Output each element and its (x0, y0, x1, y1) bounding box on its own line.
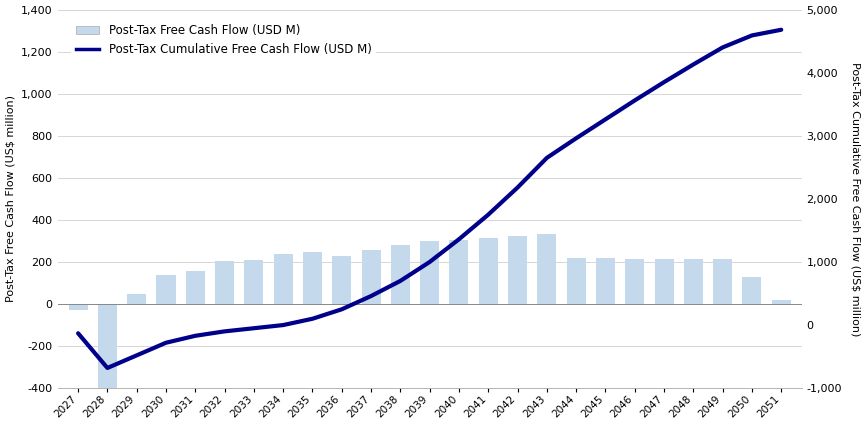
Bar (479, 238, 498, 304)
Bar (742, 277, 761, 304)
Bar (68, 304, 87, 310)
Bar (566, 258, 585, 304)
Bar (537, 234, 556, 304)
Legend: Post-Tax Free Cash Flow (USD M), Post-Tax Cumulative Free Cash Flow (USD M): Post-Tax Free Cash Flow (USD M), Post-Ta… (71, 19, 377, 61)
Bar (684, 259, 703, 304)
Bar (420, 241, 439, 304)
Bar (449, 240, 469, 304)
Bar (333, 256, 352, 304)
Bar (508, 236, 527, 304)
Y-axis label: Post-Tax Cumulative Free Cash Flow (US$ million): Post-Tax Cumulative Free Cash Flow (US$ … (850, 62, 861, 336)
Bar (215, 261, 234, 304)
Bar (655, 259, 674, 304)
Bar (274, 254, 293, 304)
Bar (362, 250, 380, 304)
Bar (772, 300, 791, 304)
Bar (625, 259, 644, 304)
Bar (713, 259, 732, 304)
Bar (186, 272, 205, 304)
Bar (127, 294, 146, 304)
Y-axis label: Post-Tax Free Cash Flow (US$ million): Post-Tax Free Cash Flow (US$ million) (5, 95, 16, 302)
Bar (303, 252, 322, 304)
Bar (391, 245, 410, 304)
Bar (98, 304, 117, 392)
Bar (244, 260, 263, 304)
Bar (596, 258, 615, 304)
Bar (157, 275, 176, 304)
